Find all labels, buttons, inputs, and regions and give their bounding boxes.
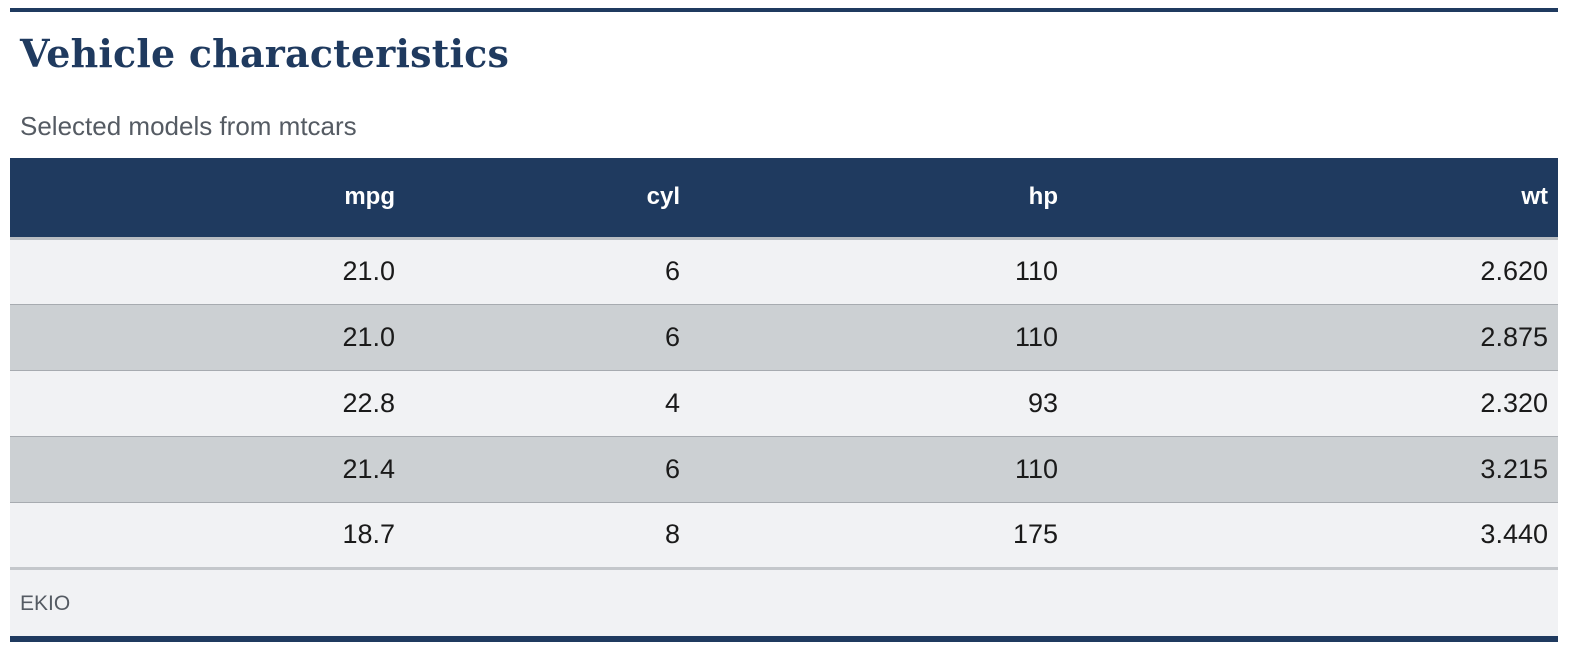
column-header-cyl: cyl: [405, 158, 690, 238]
cell-hp: 175: [690, 502, 1068, 570]
cell-hp: 110: [690, 304, 1068, 371]
cell-mpg: 18.7: [85, 502, 405, 570]
cell-mpg: 21.0: [85, 304, 405, 371]
table-header-row: mpg cyl hp wt: [10, 158, 1558, 238]
table-row: 22.8 4 93 2.320: [10, 370, 1558, 437]
cell-hp: 93: [690, 370, 1068, 437]
cell-label: [10, 238, 85, 305]
cell-label: [10, 502, 85, 570]
column-header-mpg: mpg: [85, 158, 405, 238]
column-header-label: [10, 158, 85, 238]
cell-label: [10, 370, 85, 437]
cell-cyl: 6: [405, 436, 690, 503]
cell-wt: 3.440: [1068, 502, 1558, 570]
table-row: 21.4 6 110 3.215: [10, 436, 1558, 503]
cell-mpg: 21.4: [85, 436, 405, 503]
cell-label: [10, 304, 85, 371]
cell-cyl: 6: [405, 304, 690, 371]
source-note: EKIO: [10, 569, 1558, 636]
cell-mpg: 21.0: [85, 238, 405, 305]
cell-wt: 2.620: [1068, 238, 1558, 305]
column-header-wt: wt: [1068, 158, 1558, 238]
cell-cyl: 6: [405, 238, 690, 305]
table-subtitle: Selected models from mtcars: [20, 111, 357, 141]
cell-wt: 2.320: [1068, 370, 1558, 437]
cell-wt: 3.215: [1068, 436, 1558, 503]
cell-wt: 2.875: [1068, 304, 1558, 371]
table-title: Vehicle characteristics: [20, 31, 510, 76]
cell-mpg: 22.8: [85, 370, 405, 437]
table-row: 21.0 6 110 2.875: [10, 304, 1558, 371]
cell-hp: 110: [690, 238, 1068, 305]
cell-cyl: 8: [405, 502, 690, 570]
table-row: 21.0 6 110 2.620: [10, 238, 1558, 305]
table-row: 18.7 8 175 3.440: [10, 502, 1558, 570]
data-table: mpg cyl hp wt 21.0 6 110 2.620 21.0 6: [10, 158, 1558, 570]
data-table-container: Vehicle characteristics Selected models …: [10, 8, 1558, 642]
column-header-hp: hp: [690, 158, 1068, 238]
cell-cyl: 4: [405, 370, 690, 437]
cell-label: [10, 436, 85, 503]
cell-hp: 110: [690, 436, 1068, 503]
